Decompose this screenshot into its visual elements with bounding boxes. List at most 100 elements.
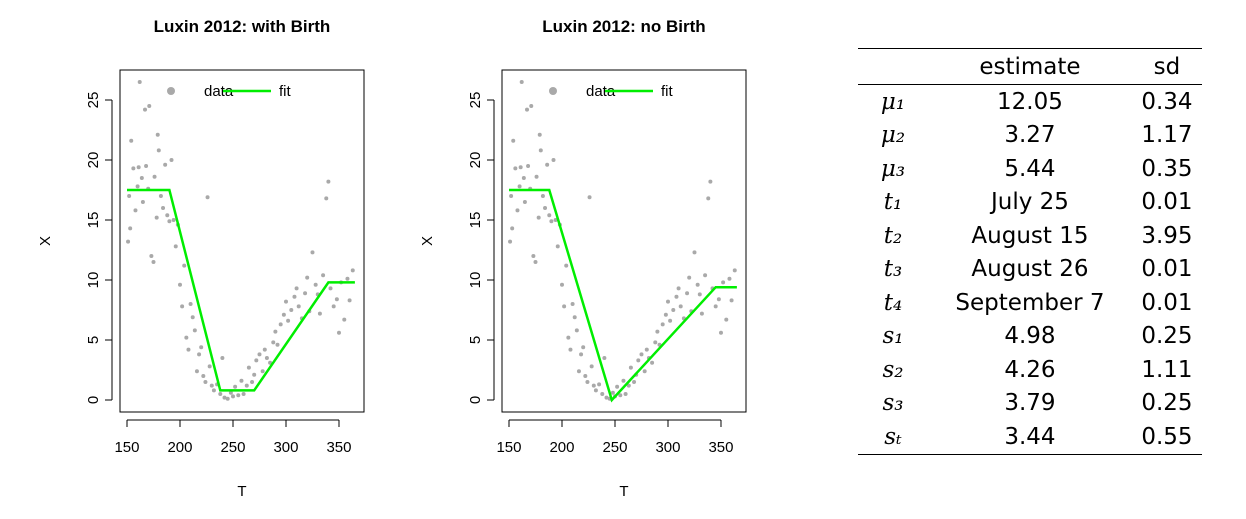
data-point [671,308,676,312]
data-point [331,304,336,309]
data-point [241,392,246,396]
data-point [644,347,649,352]
y-tick-label: 5 [85,336,102,344]
data-point [600,392,605,396]
data-point [147,104,152,108]
data-point [636,358,641,363]
y-axis-label: X [37,236,54,246]
table-row: t₁ July 25 0.01 [858,186,1202,220]
table-cell: 0.35 [1141,155,1193,182]
data-point [177,282,182,287]
table-cell: 4.26 [1004,356,1056,383]
data-point [589,364,594,369]
data-point [137,80,142,84]
data-point [521,176,526,180]
parameter-cell: μ₂ [880,122,906,149]
table-row: μ₂ 3.27 1.17 [858,119,1202,153]
data-point [144,164,149,168]
data-point [687,275,692,280]
data-point [564,263,569,268]
data-point [345,276,350,281]
data-point [665,299,670,304]
data-point [257,352,262,357]
data-point [143,107,148,112]
data-point [660,322,665,327]
data-point [621,378,626,383]
data-point [305,275,310,280]
y-tick-label: 20 [467,152,484,169]
data-point [133,208,138,213]
data-point [663,312,668,317]
table-row: μ₁ 12.05 0.34 [858,85,1202,119]
data-point [180,304,185,309]
data-point [136,165,141,170]
data-point [186,347,191,352]
data-point [623,392,628,396]
data-point [540,194,545,198]
data-point [292,294,297,299]
x-tick-label: 300 [655,439,680,456]
x-tick-label: 150 [496,439,521,456]
data-point [515,208,520,213]
data-point [250,380,255,384]
data-point [197,352,202,357]
data-point [678,304,683,309]
y-tick-label: 10 [85,272,102,289]
data-point [685,291,690,296]
data-point [593,388,598,393]
table-row: sₜ 3.44 0.55 [858,420,1202,455]
data-point [559,282,564,287]
data-point [228,390,233,395]
table-cell: 0.55 [1131,420,1202,455]
parameter-cell: sₜ [858,420,928,455]
data-point [207,364,212,369]
data-point [350,268,355,273]
data-point [547,213,552,218]
y-tick-label: 15 [467,212,484,229]
data-point [192,328,197,333]
data-point [674,294,679,299]
data-point [626,383,631,388]
data-point [583,374,588,378]
data-point [566,335,571,340]
y-tick-label: 25 [85,92,102,109]
data-point [568,347,573,352]
x-tick-label: 150 [114,439,139,456]
parameter-cell: s₁ [882,323,904,350]
x-tick-label: 300 [273,439,298,456]
data-point [163,162,168,167]
data-point [591,383,596,388]
data-point [222,395,227,400]
data-point [205,195,210,200]
y-tick-label: 0 [467,396,484,404]
x-axis-label: T [619,483,628,500]
data-point [729,298,734,303]
parameter-cell: s₃ [882,390,904,417]
table-cell: 0.01 [1141,189,1193,216]
data-point [706,196,711,201]
x-tick-label: 250 [602,439,627,456]
data-point [135,184,140,189]
data-point [203,380,208,384]
data-point [233,384,238,389]
data-point [278,322,283,327]
data-point [303,291,308,296]
table-cell: August 26 [971,256,1089,283]
chart-title: Luxin 2012: no Birth [542,17,705,36]
data-point [188,302,193,306]
data-point [152,174,157,179]
table-row: t₂ August 15 3.95 [858,219,1202,253]
data-point [525,107,530,112]
data-point [732,268,737,273]
estimates-table: estimate sd μ₁ 12.05 0.34 μ₂ 3.27 1.17 μ₃ 5.44 0.… [858,48,1202,455]
data-point [538,148,543,153]
legend-label: data [204,83,234,100]
x-tick-label: 350 [708,439,733,456]
data-point [555,244,560,249]
data-point [703,273,708,278]
data-point [628,365,633,370]
data-point [129,138,134,143]
table-cell: 0.01 [1141,289,1193,316]
data-point [286,318,291,323]
